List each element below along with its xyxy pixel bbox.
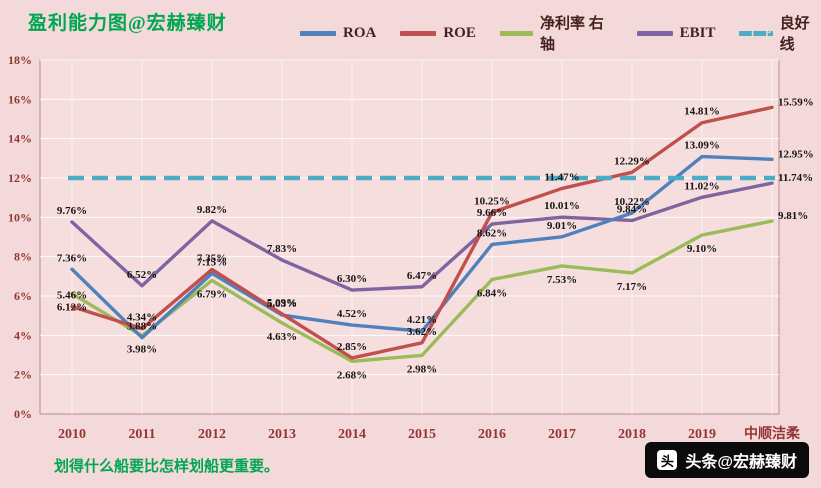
x-tick-label: 2010	[58, 427, 86, 442]
data-label: 5.09%	[267, 297, 297, 309]
y-tick-label: 14%	[8, 132, 32, 146]
data-label: 5.03%	[267, 298, 297, 310]
data-label: 9.81%	[778, 210, 808, 222]
data-label: 11.74%	[778, 172, 813, 184]
legend-label-roe: ROE	[443, 24, 476, 41]
axis-labels: 0% 2% 4% 6% 8% 10% 12% 14% 16% 18% 2010 2011 2012 201…	[8, 53, 801, 442]
data-label: 3.88%	[127, 321, 157, 333]
data-label: 9.01%	[547, 220, 577, 232]
data-label: 2.98%	[407, 363, 437, 375]
gridlines	[40, 59, 779, 414]
x-tick-label: 2013	[268, 427, 296, 442]
y-tick-label: 6%	[14, 289, 32, 303]
y-tick-label: 0%	[14, 407, 32, 421]
x-tick-label: 2015	[408, 427, 436, 442]
y-tick-label: 12%	[8, 171, 32, 185]
data-label: 10.01%	[544, 200, 580, 212]
data-label: 9.66%	[477, 207, 507, 219]
roa-line-swatch	[300, 30, 336, 36]
y-tick-label: 18%	[8, 53, 32, 67]
data-label: 7.35%	[197, 252, 227, 264]
data-label: 3.98%	[127, 344, 157, 356]
data-label: 15.59%	[778, 96, 814, 108]
data-label: 9.10%	[687, 243, 717, 255]
series-line-3	[70, 181, 774, 292]
data-label: 13.09%	[684, 140, 720, 152]
data-label: 2.68%	[337, 369, 367, 381]
data-label: 11.02%	[684, 180, 719, 192]
x-tick-label: 2014	[338, 427, 366, 442]
footer-note: 划得什么船要比怎样划船更重要。	[54, 459, 280, 475]
y-tick-label: 4%	[14, 328, 32, 342]
x-tick-label: 2011	[128, 427, 155, 442]
series-line-1	[70, 105, 774, 360]
x-tick-label: 2012	[198, 427, 226, 442]
watermark-badge: 头 头条@宏赫臻财	[645, 442, 809, 478]
plot-area	[39, 59, 780, 415]
toutiao-logo-icon: 头	[657, 450, 678, 470]
x-tick-label: 中顺洁柔	[744, 425, 801, 442]
data-label: 5.46%	[57, 290, 87, 302]
data-label: 4.34%	[127, 312, 157, 324]
y-tick-label: 8%	[14, 250, 32, 264]
series-line-2	[70, 219, 774, 363]
data-label: 7.36%	[57, 252, 87, 264]
data-label: 4.63%	[267, 331, 297, 343]
data-label: 6.79%	[197, 288, 227, 300]
x-tick-label: 2019	[688, 427, 716, 442]
legend-label-ebit: EBIT	[679, 24, 716, 41]
legend-item-net-margin: 净利率 右轴	[499, 12, 613, 54]
data-label: 4.52%	[337, 308, 367, 320]
data-label: 6.47%	[407, 270, 437, 282]
x-tick-label: 2018	[618, 427, 646, 442]
data-label: 7.83%	[267, 243, 297, 255]
data-label: 6.30%	[337, 273, 367, 285]
data-label: 7.15%	[197, 256, 227, 268]
data-label: 9.76%	[57, 205, 87, 217]
data-label: 12.29%	[614, 155, 650, 167]
legend-item-roe: ROE	[400, 25, 476, 42]
legend-label-net-margin: 净利率 右轴	[540, 16, 604, 53]
data-label: 6.52%	[127, 269, 157, 281]
legend-item-good-line: 良好线	[739, 12, 821, 54]
data-label: 7.17%	[617, 281, 647, 293]
y-tick-label: 16%	[8, 92, 32, 106]
data-label: 12.95%	[778, 148, 814, 160]
y-tick-label: 10%	[8, 210, 32, 224]
legend-label-good-line: 良好线	[779, 16, 810, 53]
chart-title: 盈利能力图@宏赫臻财	[28, 13, 227, 34]
x-tick-label: 2017	[548, 427, 576, 442]
data-label: 14.81%	[684, 106, 720, 118]
data-label: 9.82%	[197, 204, 227, 216]
data-labels: 7.36% 3.88% 7.15% 5.03% 4.52% 4.21% 8.62% 9.01%…	[57, 96, 814, 381]
badge-label: 头条@宏赫臻财	[685, 454, 797, 471]
data-label: 6.84%	[477, 287, 507, 299]
data-label: 11.47%	[544, 171, 579, 183]
y-tick-label: 2%	[14, 368, 32, 382]
ebit-line-swatch	[636, 30, 673, 36]
x-tick-label: 2016	[478, 427, 506, 442]
legend-item-ebit: EBIT	[636, 24, 716, 42]
data-label: 7.53%	[547, 274, 577, 286]
data-label: 3.62%	[407, 326, 437, 338]
legend-item-roa: ROA	[300, 25, 376, 42]
series-lines	[70, 105, 774, 363]
data-label: 8.62%	[477, 227, 507, 239]
chart-legend: ROA ROE 净利率 右轴 EBIT 良好线	[300, 12, 821, 54]
legend-label-roa: ROA	[343, 24, 377, 41]
data-label: 10.25%	[474, 195, 510, 207]
data-label: 9.84%	[617, 203, 647, 215]
data-label: 4.21%	[407, 314, 437, 326]
good-line-swatch	[739, 30, 773, 36]
data-label: 10.22%	[614, 196, 650, 208]
data-label: 2.85%	[337, 341, 367, 353]
net-margin-line-swatch	[499, 30, 534, 36]
series-line-0	[70, 154, 774, 340]
roe-line-swatch	[400, 30, 437, 36]
data-label: 6.12%	[57, 302, 87, 314]
